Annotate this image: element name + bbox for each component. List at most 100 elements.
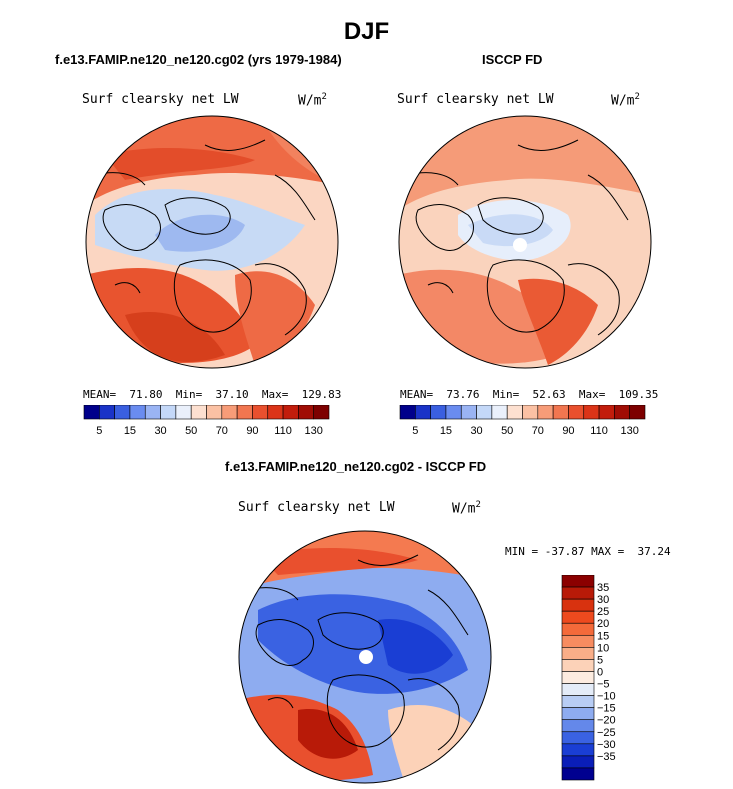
- diff-colorbar-swatch: [561, 659, 595, 672]
- diff-colorbar-tick-label: −10: [597, 691, 616, 703]
- diff-colorbar-tick-label: 15: [597, 630, 609, 642]
- left-colorbar-tick-label: 5: [96, 425, 102, 437]
- left-panel-title: f.e13.FAMIP.ne120_ne120.cg02 (yrs 1979-1…: [55, 52, 342, 67]
- left-colorbar-swatch: [221, 405, 238, 420]
- left-polar-map: [85, 115, 339, 369]
- diff-colorbar-swatch: [561, 671, 595, 684]
- atlantic-strong-positive: [298, 709, 358, 759]
- diff-colorbar-swatch: [561, 598, 595, 612]
- diff-colorbar-tick-label: −20: [597, 715, 616, 727]
- pacific-hot-band: [105, 148, 255, 180]
- right-colorbar-swatch: [583, 405, 600, 420]
- diff-panel-title: f.e13.FAMIP.ne120_ne120.cg02 - ISCCP FD: [225, 459, 487, 474]
- diff-colorbar-tick-label: −25: [597, 727, 616, 739]
- left-colorbar-tick-label: 90: [246, 425, 258, 437]
- right-colorbar-swatch: [460, 405, 477, 420]
- right-colorbar-swatch: [506, 405, 523, 420]
- left-colorbar-swatch: [267, 405, 284, 420]
- pole-hole: [359, 650, 373, 664]
- right-units-label: W/m2: [611, 92, 640, 109]
- pacific-hot-band: [258, 548, 418, 575]
- diff-colorbar-tick-label: −15: [597, 703, 616, 715]
- right-polar-map: [398, 115, 652, 369]
- atlantic-core: [125, 311, 225, 362]
- right-colorbar-swatch: [537, 405, 554, 420]
- diff-colorbar-tick-label: −30: [597, 739, 616, 751]
- pacific-warm-region: [399, 116, 651, 210]
- left-colorbar: 5 15 30 50 70 90 110 130: [83, 405, 330, 437]
- coastlines: [247, 554, 469, 751]
- right-colorbar-tick-label: 5: [412, 425, 418, 437]
- left-colorbar-swatch: [298, 405, 314, 420]
- left-colorbar-tick-label: 50: [185, 425, 197, 437]
- right-colorbar-tick-label: 130: [621, 425, 639, 437]
- right-colorbar-swatch: [568, 405, 585, 420]
- right-colorbar-tick-label: 30: [470, 425, 482, 437]
- siberia-strong-negative: [378, 619, 453, 674]
- right-variable-label: Surf clearsky net LW: [397, 92, 554, 107]
- map-border: [398, 115, 652, 369]
- diff-colorbar-swatch: [561, 755, 595, 769]
- left-colorbar-tick-label: 110: [274, 425, 292, 437]
- main-title: DJF: [343, 18, 390, 45]
- europe-warm-region: [235, 271, 315, 365]
- right-colorbar-swatch: [430, 405, 447, 420]
- right-colorbar-tick-label: 90: [562, 425, 574, 437]
- right-colorbar-swatch: [415, 405, 431, 420]
- diff-colorbar-tick-label: −35: [597, 751, 616, 763]
- diff-colorbar-tick-label: 5: [597, 654, 603, 666]
- diff-colorbar-tick-label: −5: [597, 679, 610, 691]
- diff-colorbar-swatch: [561, 575, 595, 588]
- map-border: [238, 530, 492, 784]
- left-colorbar-swatch: [236, 405, 253, 420]
- right-colorbar-swatch: [629, 405, 646, 420]
- right-panel-title: ISCCP FD: [482, 52, 543, 67]
- right-colorbar-tick-label: 70: [532, 425, 544, 437]
- left-units-label: W/m2: [298, 92, 327, 109]
- diff-variable-label: Surf clearsky net LW: [238, 500, 395, 515]
- left-colorbar-swatch: [313, 405, 330, 420]
- diff-colorbar-swatch: [561, 622, 595, 636]
- left-stats: MEAN= 71.80 Min= 37.10 Max= 129.83: [83, 388, 342, 401]
- left-colorbar-swatch: [175, 405, 192, 420]
- right-colorbar-swatch: [614, 405, 630, 420]
- right-colorbar: 5 15 30 50 70 90 110 130: [399, 405, 646, 437]
- right-colorbar-swatch: [476, 405, 493, 420]
- right-colorbar-tick-label: 15: [440, 425, 452, 437]
- right-colorbar-swatch: [445, 405, 462, 420]
- diff-colorbar-swatch: [561, 683, 595, 696]
- diff-colorbar-swatch: [561, 634, 595, 648]
- left-variable-label: Surf clearsky net LW: [82, 92, 239, 107]
- left-colorbar-tick-label: 70: [216, 425, 228, 437]
- right-stats: MEAN= 73.76 Min= 52.63 Max= 109.35: [400, 388, 659, 401]
- left-colorbar-swatch: [282, 405, 299, 420]
- diff-colorbar-swatch: [561, 586, 595, 600]
- arctic-cold-core: [468, 214, 553, 247]
- right-colorbar-swatch: [491, 405, 508, 420]
- left-colorbar-swatch: [252, 405, 269, 420]
- diff-colorbar-swatch: [561, 647, 595, 660]
- left-colorbar-swatch: [129, 405, 146, 420]
- right-colorbar-tick-label: 50: [501, 425, 513, 437]
- diff-colorbar-tick-label: 25: [597, 606, 609, 618]
- diff-colorbar-swatch: [561, 610, 595, 624]
- diff-colorbar-swatch: [561, 719, 595, 733]
- left-colorbar-tick-label: 30: [154, 425, 166, 437]
- left-colorbar-swatch: [144, 405, 161, 420]
- diff-colorbar-tick-label: 0: [597, 666, 603, 678]
- left-colorbar-swatch: [160, 405, 177, 420]
- diff-colorbar-swatch: [561, 743, 595, 757]
- diff-colorbar-tick-label: 20: [597, 618, 609, 630]
- diff-colorbar-swatch: [561, 707, 595, 721]
- diff-colorbar-swatch: [561, 695, 595, 708]
- diff-colorbar-swatch: [561, 767, 595, 781]
- diff-colorbar-tick-label: 35: [597, 582, 609, 594]
- europe-near-zero: [388, 705, 473, 778]
- left-colorbar-tick-label: 130: [305, 425, 323, 437]
- diff-colorbar-tick-label: 30: [597, 594, 609, 606]
- diff-colorbar-swatch: [561, 731, 595, 745]
- europe-hot-region: [518, 278, 598, 365]
- map-border: [85, 115, 339, 369]
- right-colorbar-swatch: [552, 405, 569, 420]
- diff-stats: MIN = -37.87 MAX = 37.24: [505, 545, 671, 558]
